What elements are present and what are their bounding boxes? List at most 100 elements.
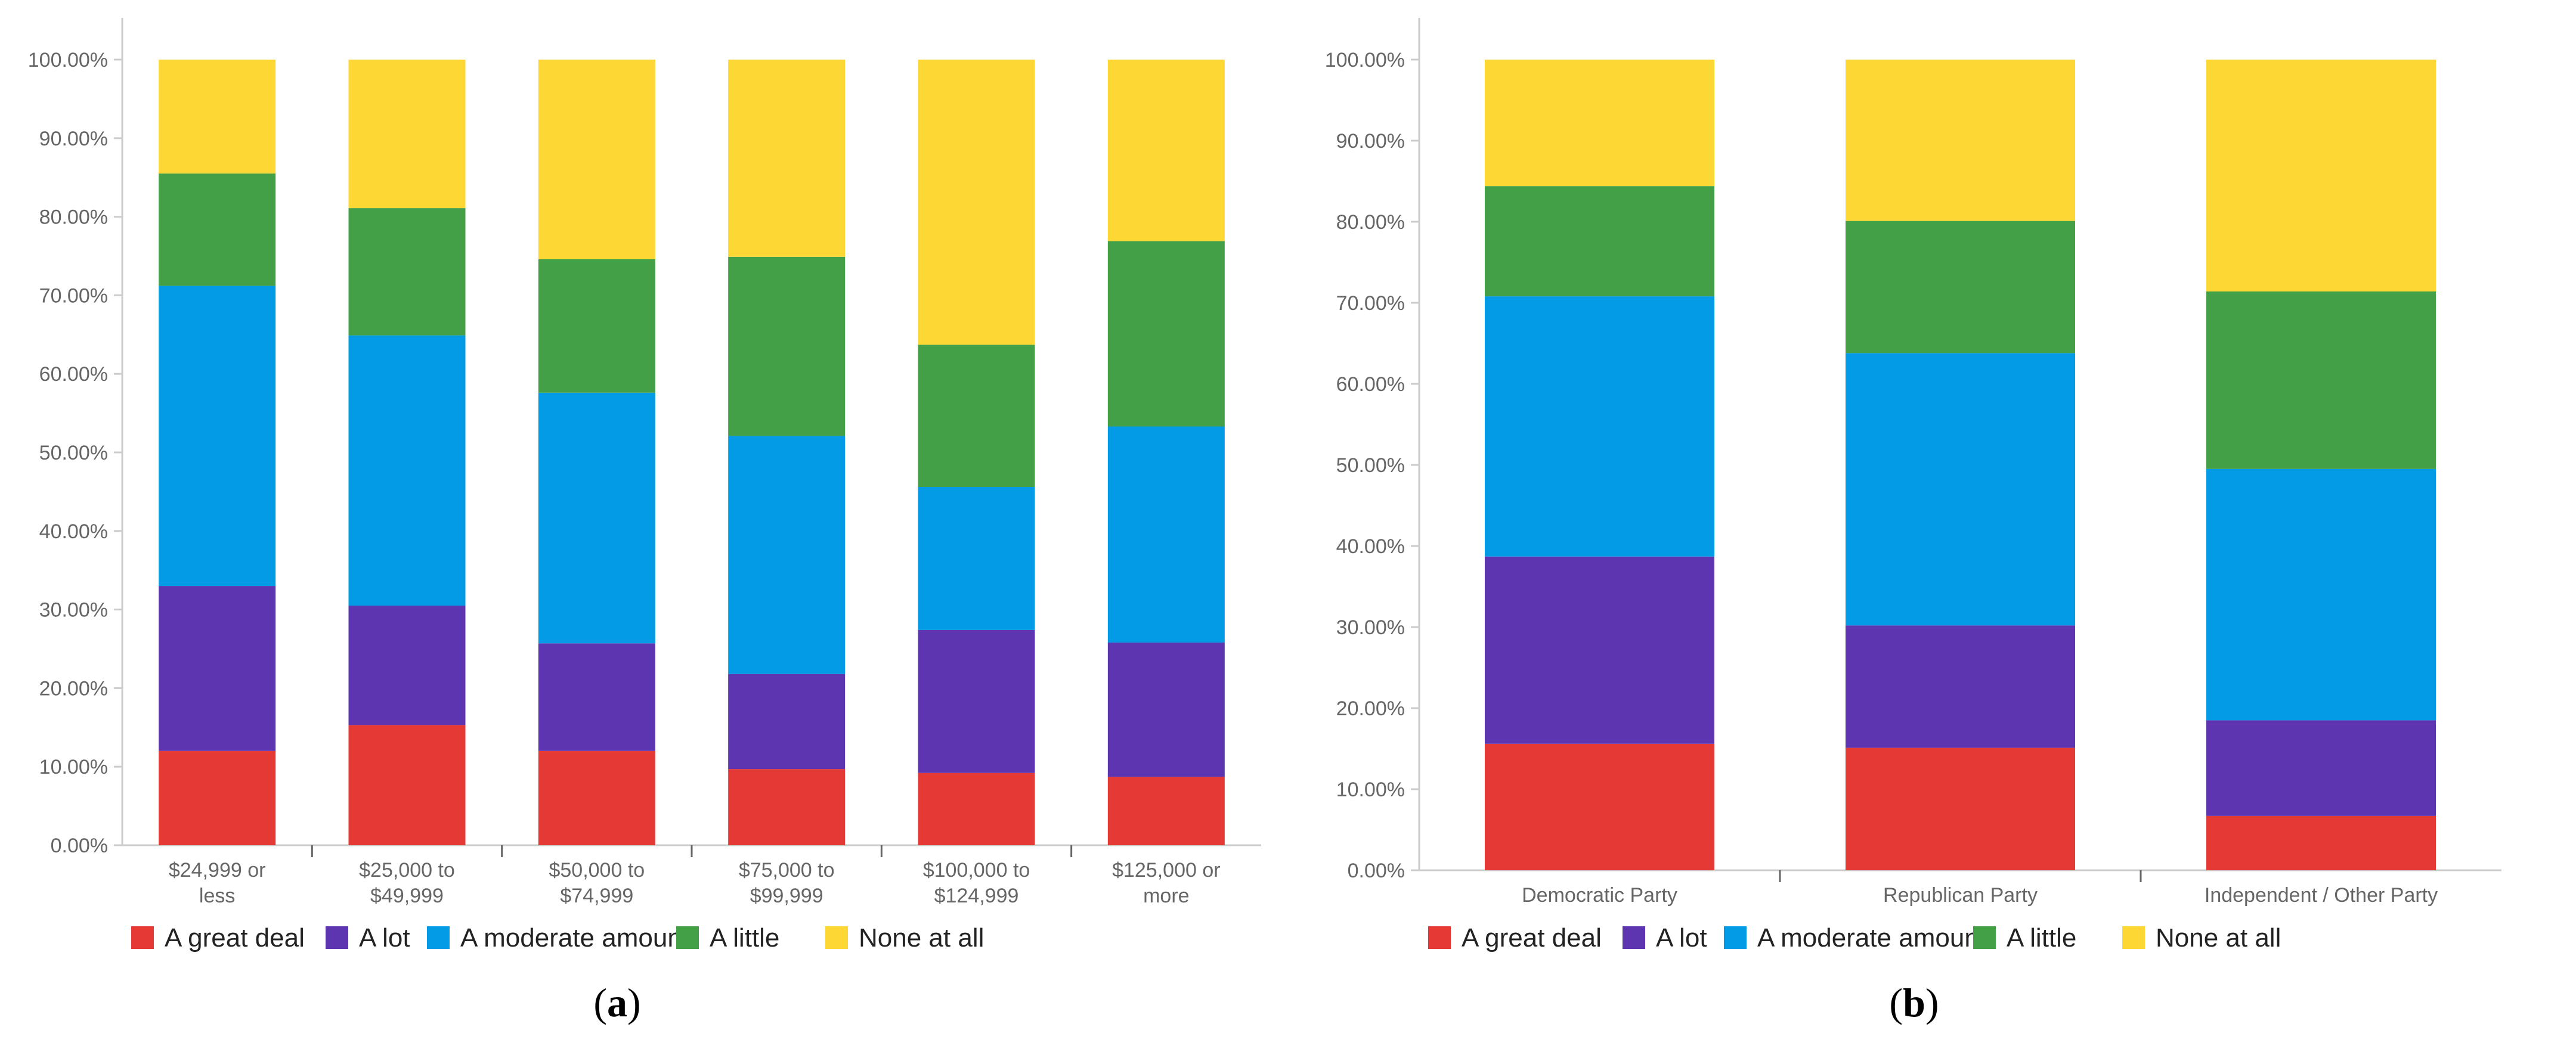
y-tick-label: 50.00% bbox=[39, 442, 108, 464]
x-tick-label: $75,000 to bbox=[739, 859, 835, 882]
bar-a_lot bbox=[538, 643, 655, 751]
bar-a_moderate_amount bbox=[2206, 469, 2436, 721]
panel-label-text: (a) bbox=[593, 980, 640, 1025]
panel-paren-close: ) bbox=[1925, 980, 1939, 1025]
bar-a_lot bbox=[1846, 625, 2075, 748]
legend-swatch-a_moderate_amount bbox=[1724, 926, 1747, 949]
bar-a_lot bbox=[918, 629, 1035, 773]
bar-a_moderate_amount bbox=[918, 486, 1035, 630]
chart-b: 0.00% 10.00% 20.00% 30.00% 40.00% 50.00% 60.00… bbox=[1325, 18, 2501, 953]
legend-label-a_great_deal: A great deal bbox=[165, 923, 305, 953]
bar-a_great_deal bbox=[918, 773, 1035, 845]
legend-swatch-a_moderate_amount bbox=[427, 926, 450, 949]
bar-a_great_deal bbox=[728, 769, 846, 845]
bar-none_at_all bbox=[348, 60, 466, 209]
bar-none_at_all bbox=[1485, 60, 1714, 187]
x-tick-label: $125,000 or bbox=[1112, 859, 1221, 882]
legend-label-a_moderate_amount: A moderate amount bbox=[460, 923, 689, 953]
y-tick-label: 0.00% bbox=[1348, 860, 1405, 882]
bar-none_at_all bbox=[918, 60, 1035, 345]
bar-a_little bbox=[918, 345, 1035, 487]
y-tick-label: 70.00% bbox=[1336, 292, 1405, 315]
bar-a_great_deal bbox=[1107, 777, 1225, 845]
bar-a_little bbox=[159, 173, 276, 286]
x-tick-label: $74,999 bbox=[560, 885, 633, 907]
chart-a: 0.00% 10.00% 20.00% 30.00% 40.00% 50.00% 60.00… bbox=[28, 18, 1261, 953]
legend-swatch-none_at_all bbox=[2122, 926, 2145, 949]
y-tick-label: 30.00% bbox=[1336, 616, 1405, 639]
bar-a_moderate_amount bbox=[538, 392, 655, 644]
y-tick-label: 90.00% bbox=[39, 128, 108, 150]
panel-paren-open: ( bbox=[1889, 980, 1903, 1025]
legend-swatch-a_lot bbox=[1623, 926, 1645, 949]
y-tick-label: 70.00% bbox=[39, 284, 108, 307]
x-tick-label: $24,999 or bbox=[169, 859, 266, 882]
y-tick-label: 0.00% bbox=[51, 834, 108, 857]
panel-paren-open: ( bbox=[593, 980, 607, 1025]
bar-a_great_deal bbox=[1485, 743, 1714, 870]
bar-a_lot bbox=[348, 606, 466, 725]
x-tick-label: $50,000 to bbox=[549, 859, 645, 882]
bar-a_great_deal bbox=[348, 725, 466, 845]
bar-a_moderate_amount bbox=[348, 335, 466, 606]
legend-swatch-none_at_all bbox=[825, 926, 848, 949]
legend-label-a_moderate_amount: A moderate amount bbox=[1757, 923, 1986, 953]
bar-none_at_all bbox=[2206, 60, 2436, 291]
y-tick-label: 40.00% bbox=[39, 520, 108, 543]
x-tick-label: Democratic Party bbox=[1522, 884, 1677, 907]
x-tick-label: $49,999 bbox=[370, 885, 444, 907]
y-tick-label: 30.00% bbox=[39, 599, 108, 622]
bar-a_little bbox=[2206, 291, 2436, 469]
bar-a_moderate_amount bbox=[1485, 296, 1714, 557]
panel-letter: a bbox=[607, 980, 627, 1025]
x-tick-label: Independent / Other Party bbox=[2205, 884, 2438, 907]
bar-a_little bbox=[348, 208, 466, 336]
x-tick-label: $25,000 to bbox=[359, 859, 455, 882]
bar-a_lot bbox=[2206, 720, 2436, 816]
x-tick-label: less bbox=[199, 885, 235, 907]
panel-label-b: (b) bbox=[1889, 980, 1939, 1025]
bar-none_at_all bbox=[538, 60, 655, 259]
y-tick-label: 10.00% bbox=[39, 756, 108, 778]
bar-a_little bbox=[1485, 186, 1714, 297]
bar-a_moderate_amount bbox=[159, 286, 276, 587]
y-tick-label: 100.00% bbox=[28, 49, 108, 72]
panel-letter: b bbox=[1903, 980, 1925, 1025]
bar-a_lot bbox=[728, 674, 846, 770]
legend-swatch-a_little bbox=[676, 926, 699, 949]
bar-a_lot bbox=[1485, 556, 1714, 744]
y-tick-label: 80.00% bbox=[1336, 211, 1405, 234]
x-tick-label: Republican Party bbox=[1883, 884, 2038, 907]
bar-a_lot bbox=[1107, 642, 1225, 777]
legend-swatch-a_lot bbox=[326, 926, 348, 949]
y-tick-label: 10.00% bbox=[1336, 778, 1405, 801]
legend-label-a_lot: A lot bbox=[1656, 923, 1707, 953]
bar-a_little bbox=[728, 256, 846, 436]
legend-label-a_lot: A lot bbox=[359, 923, 410, 953]
bar-a_great_deal bbox=[538, 750, 655, 845]
bar-a_great_deal bbox=[159, 750, 276, 845]
y-tick-label: 40.00% bbox=[1336, 535, 1405, 558]
y-tick-label: 60.00% bbox=[39, 363, 108, 386]
legend-label-a_little: A little bbox=[2007, 923, 2076, 953]
y-tick-label: 60.00% bbox=[1336, 373, 1405, 396]
bar-a_great_deal bbox=[1846, 747, 2075, 870]
legend-swatch-a_great_deal bbox=[131, 926, 154, 949]
bar-a_moderate_amount bbox=[728, 436, 846, 674]
bar-a_little bbox=[1107, 241, 1225, 427]
x-tick-label: more bbox=[1143, 885, 1189, 907]
bar-a_moderate_amount bbox=[1846, 353, 2075, 626]
legend-label-none_at_all: None at all bbox=[2156, 923, 2281, 953]
x-tick-label: $124,999 bbox=[934, 885, 1019, 907]
legend-swatch-a_little bbox=[1973, 926, 1996, 949]
panel-label-text: (b) bbox=[1889, 980, 1939, 1025]
legend-swatch-a_great_deal bbox=[1428, 926, 1451, 949]
bar-none_at_all bbox=[1846, 60, 2075, 221]
y-tick-label: 100.00% bbox=[1325, 49, 1405, 72]
y-tick-label: 50.00% bbox=[1336, 454, 1405, 477]
y-tick-label: 80.00% bbox=[39, 206, 108, 229]
bar-a_great_deal bbox=[2206, 815, 2436, 870]
bar-a_little bbox=[538, 259, 655, 393]
x-tick-label: $99,999 bbox=[750, 885, 823, 907]
